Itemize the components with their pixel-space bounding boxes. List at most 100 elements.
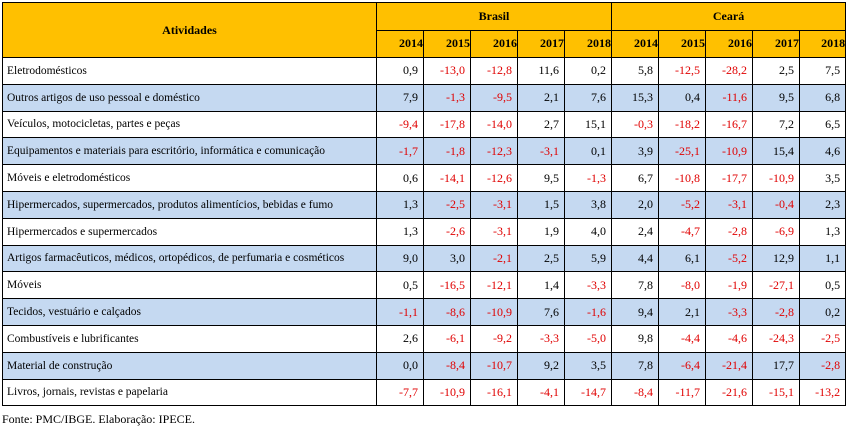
value-brasil-2018: -3,3	[563, 271, 613, 300]
value-brasil-2014: -7,7	[376, 378, 424, 407]
table-body: Eletrodomésticos 0,9 -13,0 -12,8 11,6 0,2 5,8-…	[2, 57, 847, 407]
value-brasil-2015: -2,6	[423, 217, 471, 246]
value-ceara-2014: 2,4	[611, 217, 660, 246]
value-brasil-2014: 1,3	[376, 190, 424, 219]
value-brasil-2015: -8,6	[423, 298, 471, 326]
value-ceara-2018: 3,5	[799, 164, 847, 192]
value-brasil-2016: -12,6	[470, 164, 518, 192]
value-brasil-2017: -4,1	[517, 378, 565, 407]
value-ceara-2016: -3,3	[705, 298, 754, 326]
value-brasil-2017: 1,5	[517, 190, 565, 219]
source-note: Fonte: PMC/IBGE. Elaboração: IPECE.	[2, 412, 195, 426]
value-ceara-2015: -12,5	[658, 57, 707, 85]
value-brasil-2017: -3,1	[517, 137, 565, 166]
table-row: Hipermercados e supermercados 1,3 -2,6 -3,1…	[2, 217, 847, 246]
value-ceara-2018: 4,6	[799, 137, 847, 166]
value-brasil-2015: -2,5	[423, 190, 471, 219]
value-ceara-2018: 6,5	[799, 110, 847, 139]
value-brasil-2015: -1,8	[423, 137, 471, 166]
value-ceara-2016: -28,2	[705, 57, 754, 85]
activity-label: Hipermercados, supermercados, produtos a…	[2, 190, 377, 219]
value-brasil-2016: -10,7	[470, 351, 518, 380]
header-year: 2015	[423, 29, 471, 58]
header-year: 2014	[611, 29, 660, 58]
value-brasil-2017: 9,2	[517, 351, 565, 380]
value-brasil-2018: 15,1	[563, 110, 613, 139]
activity-label: Artigos farmacêuticos, médicos, ortopédi…	[2, 244, 377, 273]
activity-label: Hipermercados e supermercados	[2, 217, 377, 246]
value-brasil-2014: -9,4	[376, 110, 424, 139]
activity-label: Combustíveis e lubrificantes	[2, 324, 377, 353]
table-row: Artigos farmacêuticos, médicos, ortopédi…	[2, 244, 847, 273]
header-activities: Atividades	[2, 2, 377, 58]
value-ceara-2016: -4,6	[705, 324, 754, 353]
value-ceara-2018: 0,5	[799, 271, 847, 300]
header-group-ceara: Ceará	[611, 2, 847, 31]
value-brasil-2016: -12,1	[470, 271, 518, 300]
value-ceara-2016: -5,2	[705, 244, 754, 273]
value-brasil-2015: -13,0	[423, 57, 471, 85]
value-ceara-2018: -2,8	[799, 351, 847, 380]
value-ceara-2015: -25,1	[658, 137, 707, 166]
header-year: 2015	[658, 29, 707, 58]
activities-table: Atividades Brasil Ceará 2014 2015 2016 2…	[2, 2, 847, 407]
value-brasil-2017: 2,7	[517, 110, 565, 139]
activity-label: Eletrodomésticos	[2, 57, 377, 85]
value-brasil-2016: -9,2	[470, 324, 518, 353]
value-ceara-2015: 2,1	[658, 298, 707, 326]
value-brasil-2017: 9,5	[517, 164, 565, 192]
value-brasil-2016: -9,5	[470, 83, 518, 112]
value-ceara-2017: 15,4	[752, 137, 801, 166]
value-ceara-2015: -4,4	[658, 324, 707, 353]
table-row: Combustíveis e lubrificantes 2,6 -6,1 -9,2-…	[2, 324, 847, 353]
value-brasil-2015: -17,8	[423, 110, 471, 139]
value-brasil-2014: 0,5	[376, 271, 424, 300]
value-ceara-2018: -13,2	[799, 378, 847, 407]
value-ceara-2017: -15,1	[752, 378, 801, 407]
value-ceara-2014: 4,4	[611, 244, 660, 273]
value-ceara-2016: -17,7	[705, 164, 754, 192]
value-brasil-2017: 7,6	[517, 298, 565, 326]
value-ceara-2014: 5,8	[611, 57, 660, 85]
value-ceara-2014: 9,8	[611, 324, 660, 353]
value-ceara-2017: -10,9	[752, 164, 801, 192]
value-ceara-2016: -2,8	[705, 217, 754, 246]
value-brasil-2016: -12,3	[470, 137, 518, 166]
value-brasil-2016: -12,8	[470, 57, 518, 85]
value-brasil-2014: 9,0	[376, 244, 424, 273]
activity-label: Outros artigos de uso pessoal e doméstic…	[2, 83, 377, 112]
value-brasil-2018: -14,7	[563, 378, 613, 407]
value-brasil-2018: 3,8	[563, 190, 613, 219]
value-brasil-2018: 0,2	[563, 57, 613, 85]
value-ceara-2015: -18,2	[658, 110, 707, 139]
table-row: Eletrodomésticos 0,9 -13,0 -12,8 11,6 0,2 5,8-…	[2, 57, 847, 85]
value-ceara-2014: 7,8	[611, 351, 660, 380]
value-ceara-2014: 9,4	[611, 298, 660, 326]
value-ceara-2018: 6,8	[799, 83, 847, 112]
value-ceara-2018: 1,1	[799, 244, 847, 273]
value-brasil-2018: -1,6	[563, 298, 613, 326]
table-row: Livros, jornais, revistas e papelaria -7,…	[2, 378, 847, 407]
value-ceara-2018: -2,5	[799, 324, 847, 353]
value-brasil-2014: 1,3	[376, 217, 424, 246]
header-year: 2016	[470, 29, 518, 58]
value-brasil-2014: 2,6	[376, 324, 424, 353]
value-ceara-2015: -8,0	[658, 271, 707, 300]
activity-label: Material de construção	[2, 351, 377, 380]
table-row: Tecidos, vestuário e calçados -1,1 -8,6 -10…	[2, 298, 847, 326]
value-brasil-2017: 11,6	[517, 57, 565, 85]
value-brasil-2015: -1,3	[423, 83, 471, 112]
value-ceara-2017: -6,9	[752, 217, 801, 246]
value-ceara-2015: 6,1	[658, 244, 707, 273]
value-brasil-2018: 4,0	[563, 217, 613, 246]
value-ceara-2014: -0,3	[611, 110, 660, 139]
header-year: 2017	[517, 29, 565, 58]
value-ceara-2016: -16,7	[705, 110, 754, 139]
value-ceara-2017: 2,5	[752, 57, 801, 85]
value-ceara-2018: 2,3	[799, 190, 847, 219]
value-ceara-2014: -8,4	[611, 378, 660, 407]
activity-label: Equipamentos e materiais para escritório…	[2, 137, 377, 166]
value-brasil-2014: 7,9	[376, 83, 424, 112]
value-brasil-2014: 0,6	[376, 164, 424, 192]
